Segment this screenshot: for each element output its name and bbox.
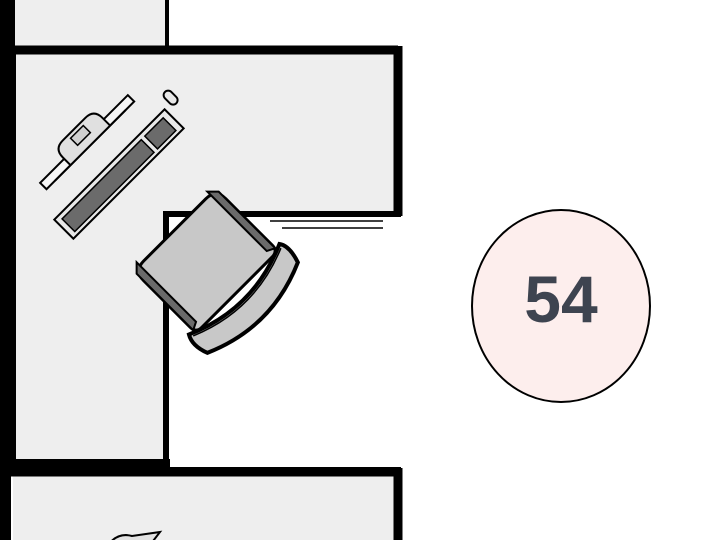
left-wall xyxy=(0,0,11,540)
keyboard-icon xyxy=(52,107,186,241)
workstation-group xyxy=(38,89,186,241)
seat-number-label: 54 xyxy=(524,262,598,336)
office-chair-icon[interactable] xyxy=(125,180,310,365)
mouse-icon xyxy=(162,89,179,106)
neighbor-desk-top xyxy=(11,0,169,50)
seat-badge-circle xyxy=(471,209,651,403)
neighbor-desk-bottom xyxy=(13,467,401,545)
desk-divider xyxy=(0,459,170,470)
monitor-icon xyxy=(38,93,136,191)
seat-badge[interactable]: 54 xyxy=(471,209,651,403)
